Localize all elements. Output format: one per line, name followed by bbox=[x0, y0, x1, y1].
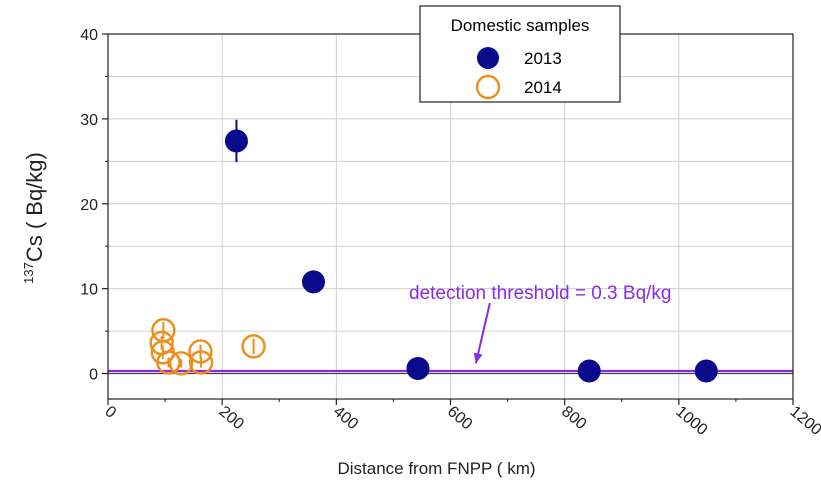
data-point bbox=[302, 270, 325, 294]
threshold-annotation: detection threshold = 0.3 Bq/kg bbox=[409, 283, 671, 304]
x-tick-label: 600 bbox=[444, 403, 475, 433]
threshold-arrow-head bbox=[473, 352, 483, 364]
x-axis: 0 200 400 600 800 1000 1200 bbox=[101, 399, 821, 439]
y-tick-label: 30 bbox=[80, 112, 98, 129]
series-layer bbox=[149, 119, 718, 383]
x-tick-label: 200 bbox=[216, 403, 247, 433]
y-tick-label: 40 bbox=[80, 27, 98, 44]
threshold-group bbox=[108, 302, 793, 375]
legend-label-2013: 2013 bbox=[524, 49, 562, 68]
y-tick-label: 0 bbox=[89, 367, 98, 384]
legend-title: Domestic samples bbox=[451, 16, 590, 35]
legend-box bbox=[419, 5, 621, 103]
legend-marker-2014 bbox=[475, 74, 501, 100]
y-tick-label: 10 bbox=[80, 282, 98, 299]
y-axis: 0 10 20 30 40 bbox=[80, 27, 108, 384]
data-point bbox=[224, 129, 248, 153]
data-point bbox=[168, 351, 194, 376]
y-axis-title-main: Cs ( Bq/kg) bbox=[22, 152, 47, 262]
y-axis-title: 137Cs ( Bq/kg) bbox=[21, 152, 47, 284]
threshold-arrow bbox=[474, 302, 491, 364]
y-tick-label: 20 bbox=[80, 197, 98, 214]
x-tick-label: 1000 bbox=[672, 403, 710, 439]
legend-marker-2013 bbox=[477, 47, 499, 69]
data-point bbox=[406, 356, 430, 380]
x-tick-label: 0 bbox=[101, 403, 119, 422]
series-2014 bbox=[149, 318, 266, 376]
data-point bbox=[156, 350, 181, 375]
legend: Domestic samples 2013 2014 bbox=[419, 5, 621, 103]
data-point bbox=[241, 334, 266, 359]
legend-label-2014: 2014 bbox=[524, 78, 562, 97]
series-2013 bbox=[224, 119, 718, 383]
data-point bbox=[694, 359, 718, 383]
data-point bbox=[577, 359, 601, 383]
x-tick-label: 1200 bbox=[786, 403, 821, 439]
legend-items: 2013 2014 bbox=[475, 47, 562, 100]
x-axis-title: Distance from FNPP ( km) bbox=[337, 459, 535, 478]
data-point bbox=[188, 350, 214, 375]
x-tick-label: 800 bbox=[558, 403, 589, 433]
x-tick-label: 400 bbox=[330, 403, 361, 433]
y-axis-title-superscript: 137 bbox=[21, 262, 36, 284]
